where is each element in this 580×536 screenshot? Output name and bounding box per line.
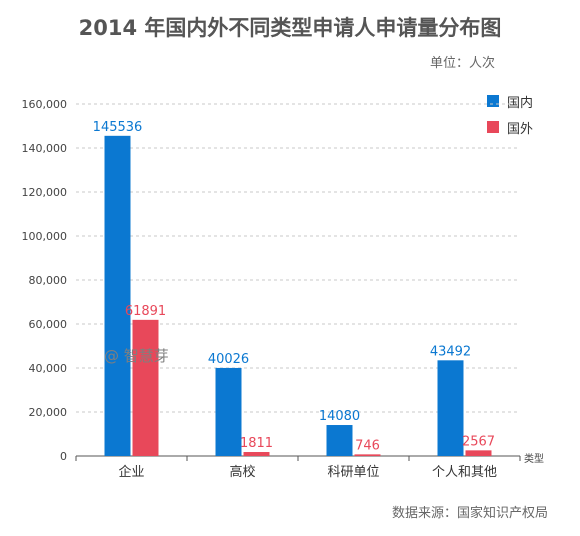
- unit-label: 单位：人次: [429, 56, 495, 71]
- y-tick-label: 20,000: [29, 406, 68, 419]
- data-label-foreign: 61891: [125, 304, 166, 319]
- y-tick-label: 160,000: [22, 98, 68, 111]
- x-tick-label: 企业: [118, 464, 144, 480]
- legend-label-domestic: 国内: [507, 95, 534, 111]
- y-tick-label: 80,000: [29, 274, 68, 287]
- x-tick-label: 科研单位: [327, 465, 379, 480]
- data-label-domestic: 40026: [208, 352, 249, 367]
- watermark: @ 智慧芽: [104, 347, 169, 365]
- data-label-foreign: 1811: [240, 436, 273, 451]
- chart-title: 2014 年国内外不同类型申请人申请量分布图: [78, 16, 502, 40]
- data-label-foreign: 2567: [462, 434, 495, 449]
- bar-foreign: [132, 319, 159, 456]
- bar-domestic: [215, 367, 242, 456]
- bar-foreign: [465, 450, 492, 456]
- legend-item-foreign: 国外: [487, 114, 533, 140]
- data-label-domestic: 14080: [319, 409, 360, 424]
- x-axis-label: 类型: [524, 452, 544, 465]
- y-tick-label: 120,000: [22, 186, 68, 199]
- y-tick-label: 60,000: [29, 318, 68, 331]
- legend-label-foreign: 国外: [507, 121, 534, 137]
- x-tick-label: 个人和其他: [432, 465, 497, 480]
- data-label-domestic: 145536: [93, 120, 143, 135]
- bar-domestic: [437, 360, 464, 456]
- y-tick-label: 100,000: [22, 230, 68, 243]
- data-label-domestic: 43492: [430, 344, 471, 359]
- y-tick-label: 0: [60, 450, 67, 463]
- bar-foreign: [354, 454, 381, 456]
- y-tick-label: 40,000: [29, 362, 68, 375]
- bar-domestic: [326, 425, 353, 456]
- data-source: 数据来源：国家知识产权局: [391, 506, 548, 521]
- x-tick-label: 高校: [229, 464, 255, 480]
- data-label-foreign: 746: [355, 438, 380, 453]
- y-tick-label: 140,000: [22, 142, 68, 155]
- legend-swatch-foreign: [487, 121, 499, 133]
- bar-foreign: [243, 452, 270, 456]
- bar-domestic: [104, 135, 131, 456]
